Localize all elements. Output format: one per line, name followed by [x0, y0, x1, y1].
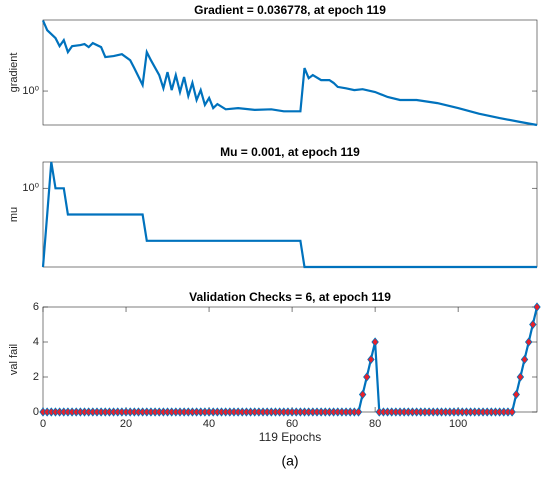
- y-axis-label: mu: [8, 207, 20, 222]
- marker: [516, 372, 525, 382]
- x-tick-label: 80: [369, 418, 381, 430]
- x-axis-label: 119 Epochs: [259, 430, 322, 444]
- x-tick-label: 60: [286, 418, 298, 430]
- marker: [363, 372, 371, 382]
- x-tick-label: 40: [203, 418, 215, 430]
- marker: [371, 337, 379, 347]
- y-tick-label: 0: [33, 406, 39, 418]
- x-tick-label: 20: [120, 418, 132, 430]
- marker: [354, 407, 363, 417]
- axes-title: Mu = 0.001, at epoch 119: [220, 145, 360, 159]
- marker: [512, 389, 520, 400]
- data-line: [41, 20, 538, 127]
- marker: [367, 354, 375, 365]
- x-tick-label: 0: [40, 418, 46, 430]
- axes-title: Validation Checks = 6, at epoch 119: [189, 290, 391, 304]
- marker: [358, 389, 367, 400]
- marker: [508, 407, 516, 417]
- marker: [520, 354, 529, 365]
- y-tick-label: 4: [33, 336, 39, 348]
- y-axis-label: val fail: [8, 344, 20, 375]
- marker: [529, 319, 537, 330]
- axes-title: Gradient = 0.036778, at epoch 119: [194, 3, 386, 17]
- y-tick-label: 6: [33, 301, 39, 313]
- axes-box: [42, 306, 538, 413]
- y-tick-label: 10⁰: [22, 85, 39, 97]
- y-tick-label: 10⁰: [22, 182, 39, 194]
- y-tick-label: 2: [33, 371, 39, 383]
- caption: (a): [281, 453, 298, 469]
- y-axis-label: gradient: [8, 53, 20, 93]
- data-line: [41, 161, 537, 269]
- x-tick-label: 100: [449, 418, 467, 430]
- marker: [524, 337, 533, 347]
- marker: [533, 302, 541, 312]
